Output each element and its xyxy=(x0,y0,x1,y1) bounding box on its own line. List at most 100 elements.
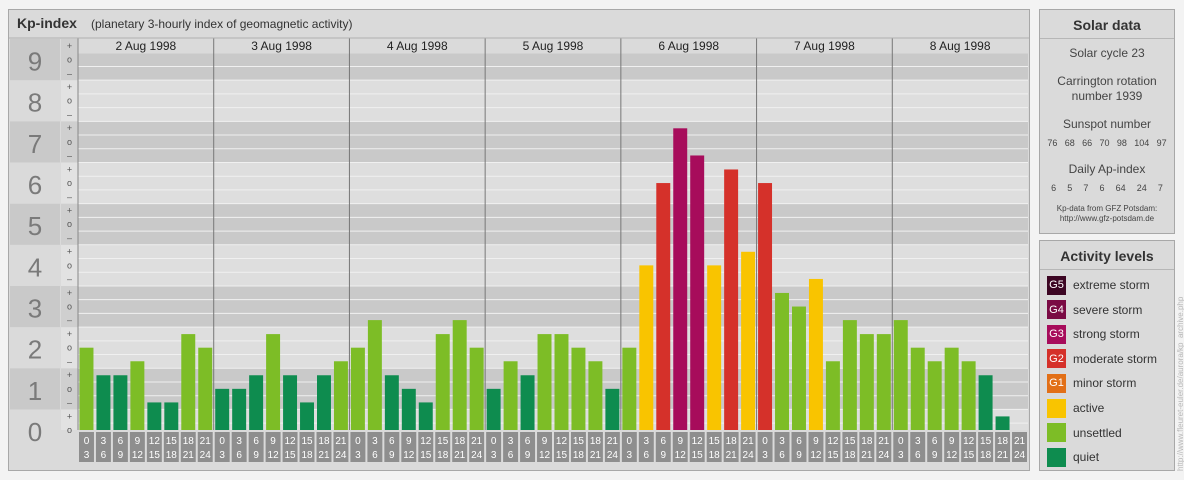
thirds-band-5 xyxy=(61,203,78,245)
interval-cell xyxy=(520,432,536,462)
interval-cell xyxy=(774,432,790,462)
kp-bar-50 xyxy=(927,361,942,430)
interval-cell xyxy=(452,432,468,462)
kp-bar-20 xyxy=(418,402,433,430)
kp-third-marker: + xyxy=(67,411,72,421)
y-axis-band-1 xyxy=(10,368,60,410)
activity-level-label: moderate storm xyxy=(1073,351,1158,366)
kp-bar-26 xyxy=(520,375,535,430)
interval-cell xyxy=(723,432,739,462)
interval-end-label: 6 xyxy=(101,450,107,461)
interval-cell xyxy=(808,432,824,462)
kp-third-marker: + xyxy=(67,247,72,257)
kp-band-8 xyxy=(78,80,1028,122)
kp-bar-46 xyxy=(859,334,874,430)
interval-start-label: 15 xyxy=(166,436,178,447)
interval-start-label: 9 xyxy=(270,436,276,447)
y-axis-band-3 xyxy=(10,285,60,328)
activity-color-swatch xyxy=(1047,398,1066,418)
activity-color-swatch: G4 xyxy=(1047,300,1066,320)
y-axis-band-9 xyxy=(10,39,60,81)
interval-cell xyxy=(401,432,417,462)
interval-end-label: 6 xyxy=(372,450,378,461)
interval-end-label: 24 xyxy=(743,450,755,461)
kp-third-marker: – xyxy=(67,274,72,284)
interval-end-label: 21 xyxy=(590,450,602,461)
activity-level-label: unsettled xyxy=(1073,425,1122,440)
interval-cell xyxy=(859,432,875,462)
interval-end-label: 3 xyxy=(762,450,768,461)
interval-end-label: 24 xyxy=(607,450,619,461)
interval-start-label: 6 xyxy=(389,436,395,447)
interval-cell xyxy=(604,432,620,462)
source-line-1: Kp-data from GFZ Potsdam: xyxy=(1056,204,1158,213)
interval-end-label: 3 xyxy=(84,450,90,461)
interval-end-label: 12 xyxy=(810,450,822,461)
kp-bar-17 xyxy=(367,320,382,430)
interval-cell xyxy=(1012,432,1027,462)
kp-band-7 xyxy=(78,121,1028,163)
kp-bar-7 xyxy=(198,347,213,430)
kp-third-marker: + xyxy=(67,329,72,339)
kp-bar-48 xyxy=(893,320,908,430)
ap-index-values: 6 5 7 6 64 24 7 xyxy=(1040,183,1174,193)
kp-bar-15 xyxy=(333,361,348,430)
day-label-1: 3 Aug 1998 xyxy=(251,39,312,53)
interval-end-label: 9 xyxy=(118,450,124,461)
interval-start-label: 12 xyxy=(284,436,296,447)
interval-cell xyxy=(299,432,315,462)
interval-cell xyxy=(554,432,569,462)
interval-end-label: 15 xyxy=(284,450,296,461)
y-tick-label-4: 4 xyxy=(28,252,42,282)
kp-bar-36 xyxy=(690,155,705,430)
sunspot-value-1: 68 xyxy=(1064,138,1075,148)
interval-cell xyxy=(418,432,434,462)
y-axis-band-4 xyxy=(10,244,60,286)
interval-end-label: 9 xyxy=(660,450,666,461)
interval-start-label: 21 xyxy=(200,436,212,447)
sunspot-value-3: 70 xyxy=(1099,138,1110,148)
interval-start-label: 15 xyxy=(437,436,449,447)
thirds-band-0 xyxy=(61,409,78,430)
y-tick-label-3: 3 xyxy=(28,294,42,324)
interval-start-label: 0 xyxy=(355,436,361,447)
kp-bar-51 xyxy=(944,347,959,430)
sunspot-value-6: 97 xyxy=(1156,138,1167,148)
kp-third-marker: + xyxy=(67,205,72,215)
y-tick-label-7: 7 xyxy=(28,129,42,159)
day-label-6: 8 Aug 1998 xyxy=(930,39,991,53)
interval-cell xyxy=(638,432,654,462)
interval-end-label: 21 xyxy=(183,450,195,461)
interval-start-label: 15 xyxy=(573,436,585,447)
sunspot-value-2: 66 xyxy=(1082,138,1093,148)
interval-start-label: 0 xyxy=(219,436,225,447)
interval-start-label: 18 xyxy=(590,436,602,447)
interval-start-label: 12 xyxy=(827,436,839,447)
interval-cell xyxy=(129,432,145,462)
interval-end-label: 24 xyxy=(1014,450,1026,461)
thirds-band-1 xyxy=(61,368,78,410)
kp-bar-10 xyxy=(249,375,264,430)
interval-cell xyxy=(910,432,926,462)
kp-bar-29 xyxy=(571,347,586,430)
y-tick-label-5: 5 xyxy=(28,211,42,241)
interval-end-label: 15 xyxy=(963,450,975,461)
activity-level-2: G3 strong storm xyxy=(1047,324,1140,344)
interval-end-label: 21 xyxy=(726,450,738,461)
solar-title-divider xyxy=(1040,38,1174,39)
sunspot-title: Sunspot number xyxy=(1062,117,1152,131)
day-label-2: 4 Aug 1998 xyxy=(387,39,448,53)
interval-end-label: 6 xyxy=(508,450,514,461)
interval-end-label: 3 xyxy=(355,450,361,461)
interval-cell xyxy=(995,432,1011,462)
interval-end-label: 6 xyxy=(915,450,921,461)
interval-cell xyxy=(842,432,858,462)
interval-cell xyxy=(248,432,264,462)
interval-start-label: 18 xyxy=(454,436,466,447)
chart-title: Kp-index xyxy=(17,15,77,31)
kp-third-marker: – xyxy=(67,356,72,366)
kp-third-marker: o xyxy=(67,260,72,270)
interval-end-label: 3 xyxy=(898,450,904,461)
interval-cell xyxy=(180,432,196,462)
kp-bar-47 xyxy=(876,334,891,430)
